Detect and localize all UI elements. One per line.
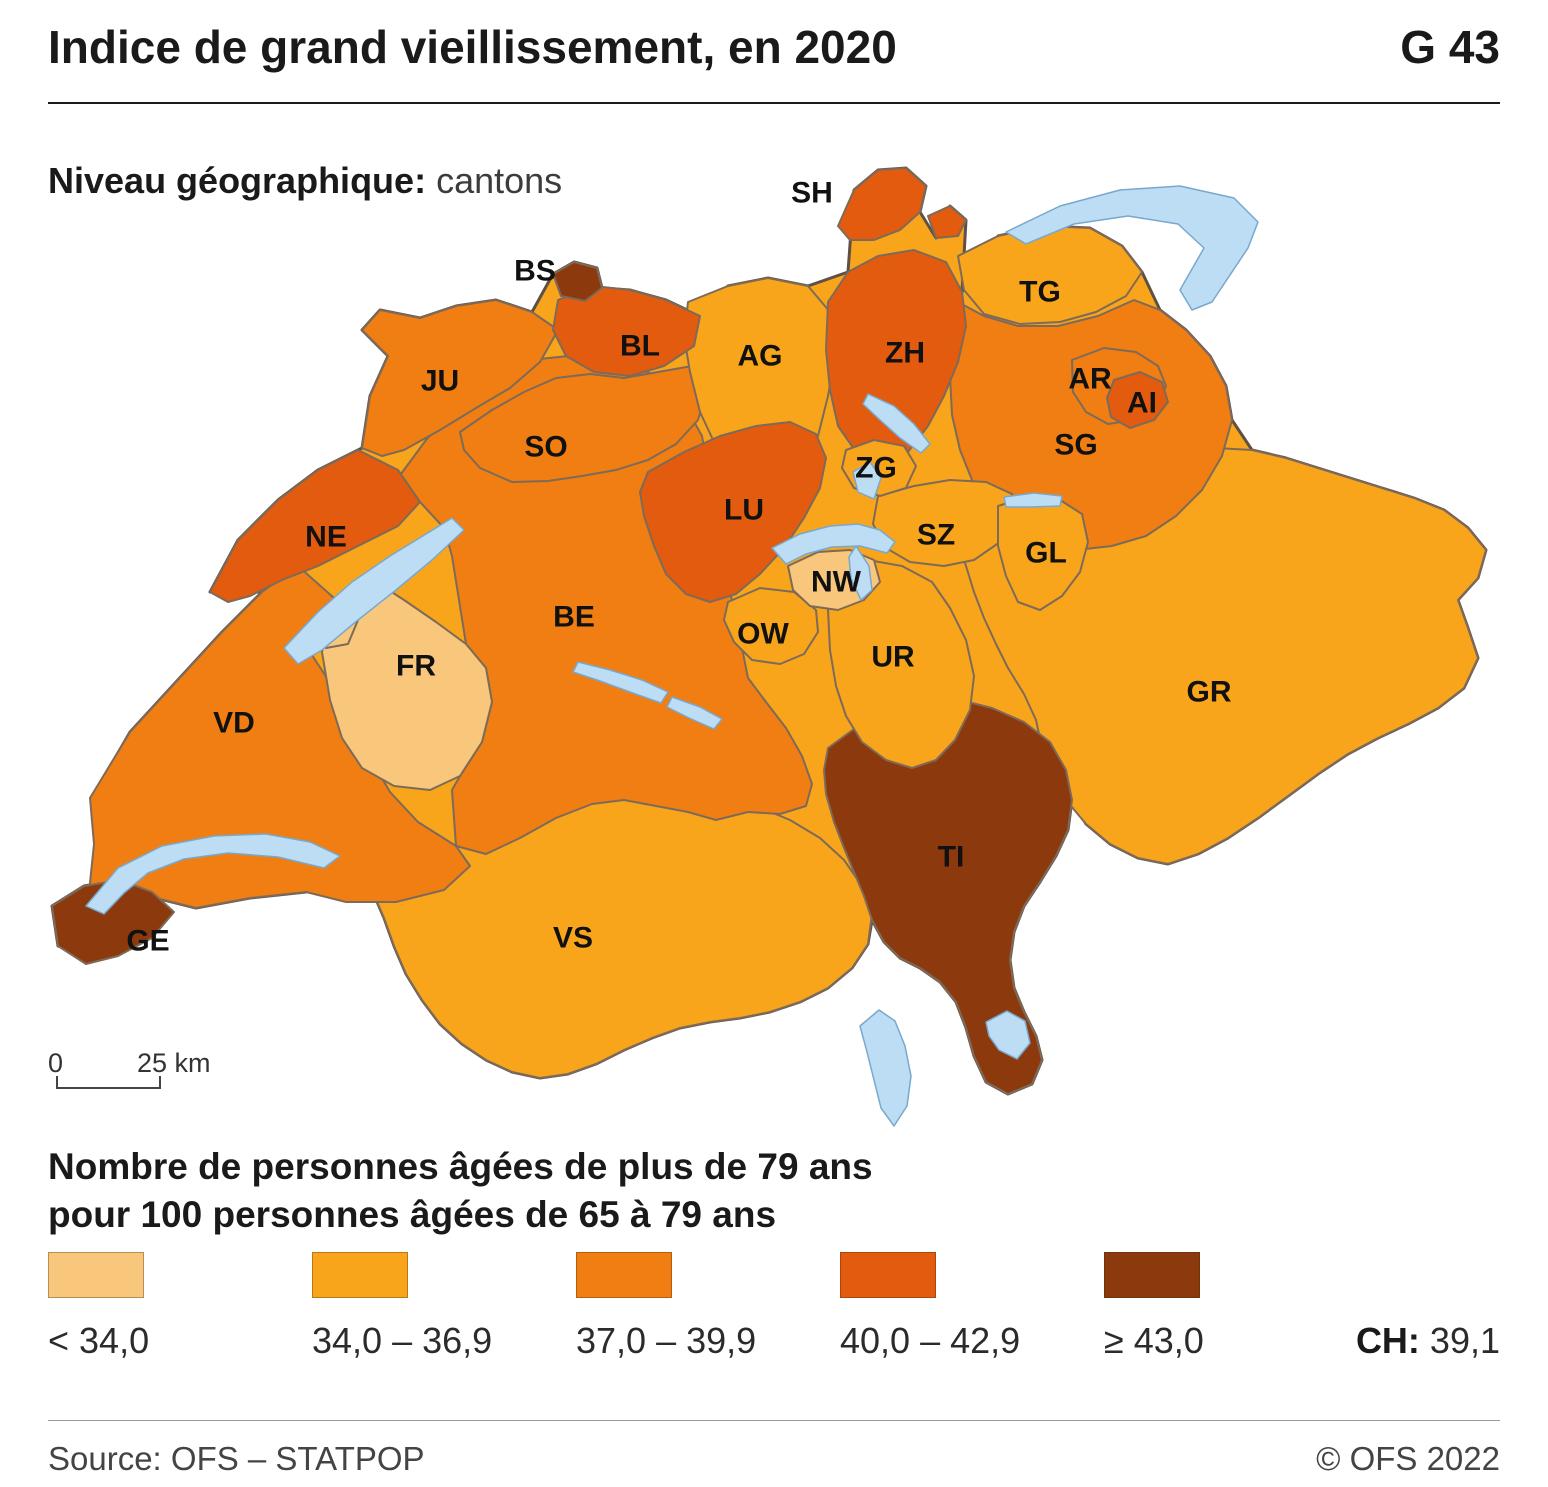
- canton-label-AG: AG: [738, 340, 783, 373]
- legend-title-line1: Nombre de personnes âgées de plus de 79 …: [48, 1146, 873, 1187]
- legend-item-2: 34,0 – 36,9: [312, 1252, 562, 1362]
- scale-bar: 0 25 km: [48, 1048, 211, 1089]
- ch-label: CH:: [1355, 1320, 1420, 1361]
- canton-label-GL: GL: [1025, 537, 1067, 570]
- canton-label-SH: SH: [791, 177, 833, 210]
- canton-ZH: [825, 249, 967, 463]
- legend-swatch-3: [576, 1252, 672, 1298]
- copyright-note: © OFS 2022: [1316, 1440, 1500, 1477]
- canton-label-VD: VD: [213, 707, 255, 740]
- canton-label-VS: VS: [553, 922, 593, 955]
- canton-NE: [209, 449, 421, 603]
- canton-AI: [1106, 371, 1169, 429]
- canton-TI: [823, 699, 1073, 1095]
- scale-zero: 0: [48, 1048, 63, 1078]
- canton-label-BS: BS: [514, 255, 556, 288]
- canton-BS: [552, 261, 603, 302]
- lake: [1005, 185, 1259, 311]
- legend-swatch-2: [312, 1252, 408, 1298]
- page-title: Indice de grand vieillissement, en 2020: [48, 21, 897, 73]
- canton-label-LU: LU: [724, 494, 764, 527]
- lake: [572, 661, 669, 704]
- canton-label-ZH: ZH: [885, 337, 925, 370]
- canton-VD: [87, 565, 471, 909]
- canton-SG: [949, 299, 1233, 551]
- geo-level-label: Niveau géographique:: [48, 160, 427, 201]
- lake: [771, 523, 896, 601]
- geo-level-value: cantons: [436, 160, 563, 201]
- graphic-code: G 43: [1400, 21, 1500, 73]
- source-note: Source: OFS – STATPOP: [48, 1440, 425, 1477]
- canton-label-NW: NW: [811, 566, 862, 599]
- footer-divider: [48, 1420, 1500, 1421]
- legend-title-line2: pour 100 personnes âgées de 65 à 79 ans: [48, 1194, 777, 1235]
- lake: [859, 1009, 912, 1127]
- lake: [666, 696, 723, 730]
- legend-label-1: < 34,0: [48, 1320, 150, 1361]
- lake: [852, 461, 882, 500]
- lake: [283, 517, 465, 665]
- canton-label-BL: BL: [620, 330, 660, 363]
- canton-label-UR: UR: [871, 641, 915, 674]
- canton-label-OW: OW: [737, 618, 789, 651]
- legend-label-5: ≥ 43,0: [1104, 1320, 1204, 1361]
- canton-GE: [51, 879, 175, 965]
- canton-label-TI: TI: [938, 841, 965, 874]
- legend-label-4: 40,0 – 42,9: [840, 1320, 1021, 1361]
- canton-label-GE: GE: [126, 925, 169, 958]
- canton-JU: [361, 299, 559, 457]
- lake: [862, 393, 931, 454]
- legend-swatch-4: [840, 1252, 936, 1298]
- canton-UR: [827, 559, 975, 769]
- canton-label-AI: AI: [1127, 387, 1157, 420]
- canton-label-NE: NE: [305, 521, 347, 554]
- canton-label-JU: JU: [421, 365, 459, 398]
- lake: [85, 833, 341, 915]
- geo-level: Niveau géographique: cantons: [48, 160, 562, 202]
- canton-label-AR: AR: [1068, 363, 1112, 396]
- canton-BL: [552, 285, 701, 377]
- legend-item-1: < 34,0: [48, 1252, 298, 1362]
- legend-swatch-1: [48, 1252, 144, 1298]
- canton-label-ZG: ZG: [855, 452, 897, 485]
- lake: [1003, 492, 1063, 508]
- canton-OW: [723, 587, 819, 665]
- canton-label-FR: FR: [396, 650, 436, 683]
- canton-label-SG: SG: [1054, 429, 1097, 462]
- header: Indice de grand vieillissement, en 2020 …: [48, 20, 1500, 74]
- legend-item-4: 40,0 – 42,9: [840, 1252, 1090, 1362]
- scale-line: [56, 1076, 161, 1089]
- legend-item-5: ≥ 43,0: [1104, 1252, 1354, 1362]
- legend-item-3: 37,0 – 39,9: [576, 1252, 826, 1362]
- legend-swatch-5: [1104, 1252, 1200, 1298]
- canton-label-BE: BE: [553, 601, 595, 634]
- scale-distance: 25 km: [137, 1048, 211, 1078]
- canton-label-TG: TG: [1019, 276, 1061, 309]
- canton-SO: [459, 365, 707, 483]
- canton-label-SZ: SZ: [917, 519, 955, 552]
- canton-label-GR: GR: [1187, 676, 1232, 709]
- title-divider: [48, 102, 1500, 104]
- ch-value: 39,1: [1429, 1320, 1500, 1361]
- ch-average: CH: 39,1: [1356, 1320, 1500, 1362]
- canton-label-SO: SO: [524, 431, 567, 464]
- legend-label-2: 34,0 – 36,9: [312, 1320, 493, 1361]
- legend-label-3: 37,0 – 39,9: [576, 1320, 757, 1361]
- lake: [985, 1010, 1031, 1060]
- map-layer: GE VD NE FR JU BE SO BS BL AG LU ZH SH TG SG AR AI ZG SZ GL…: [50, 166, 1488, 1127]
- canton-SH: [837, 167, 967, 241]
